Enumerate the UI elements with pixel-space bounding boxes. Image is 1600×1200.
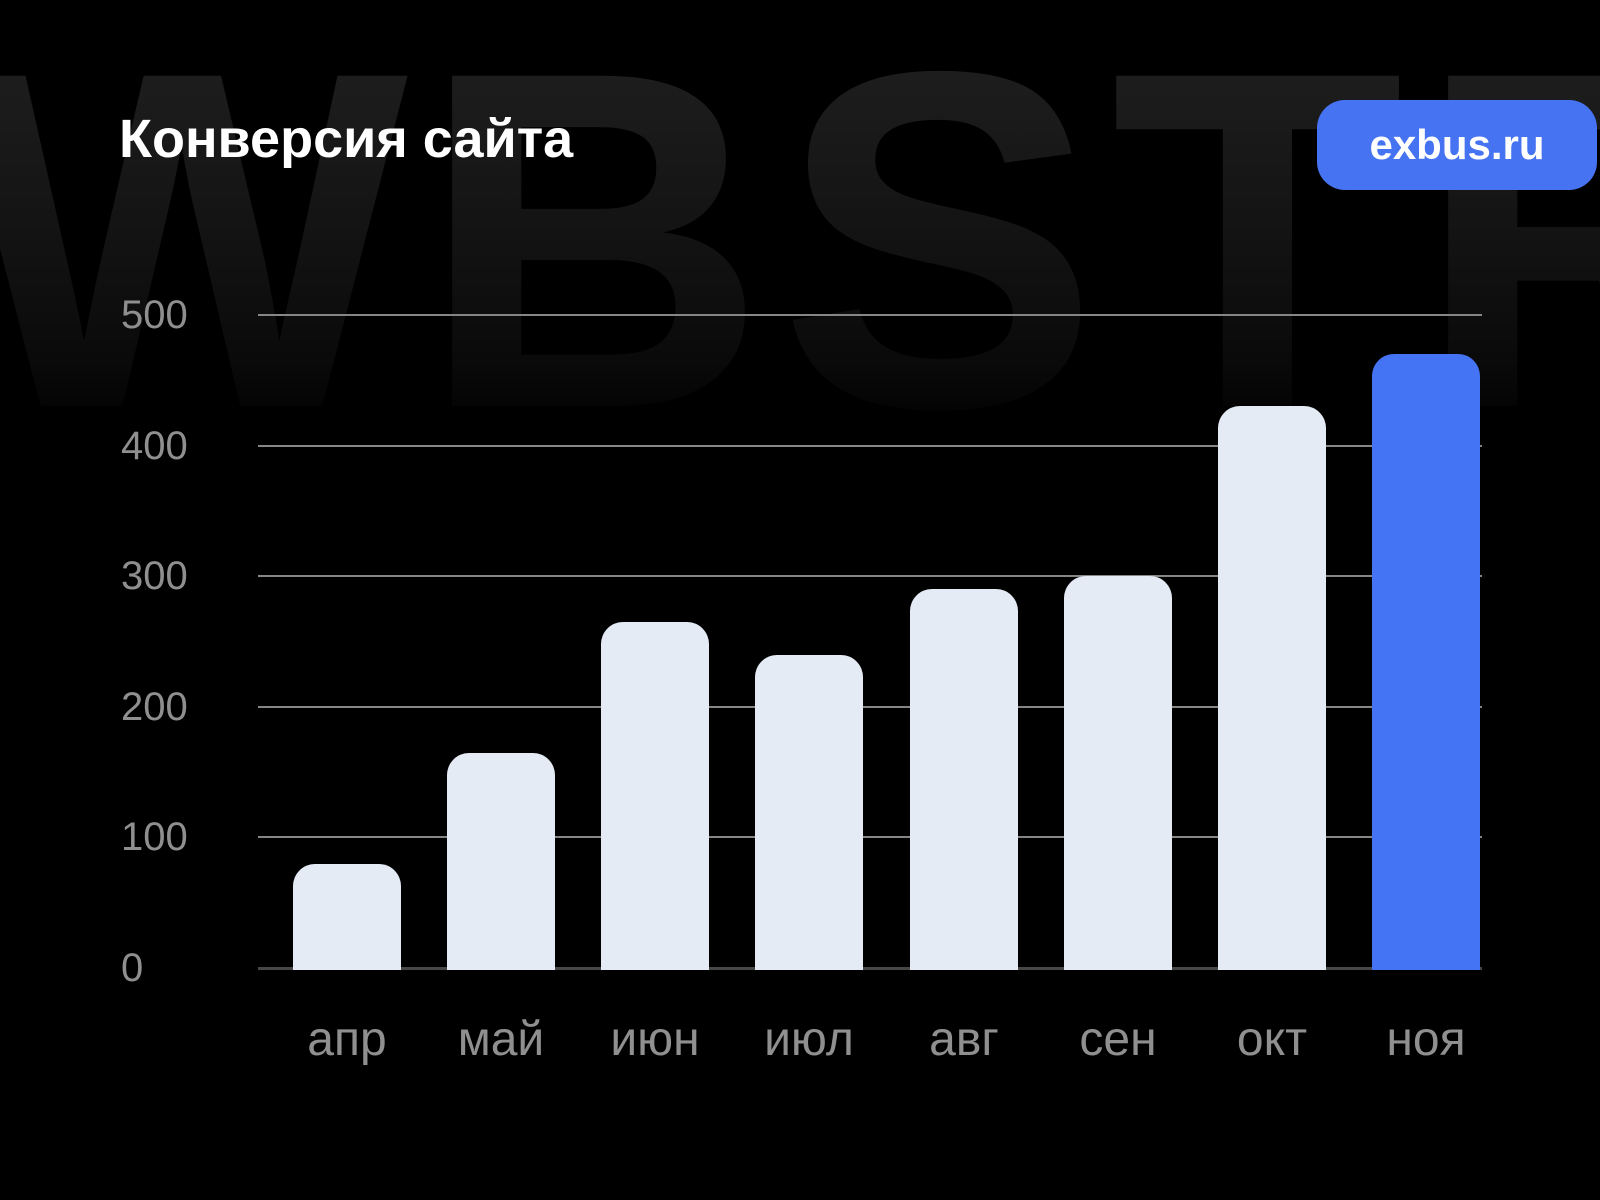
gridline-500 — [258, 314, 1482, 316]
y-tick-label-500: 500 — [121, 293, 188, 337]
x-tick-label-июн: июн — [610, 1013, 700, 1066]
x-tick-label-окт: окт — [1236, 1013, 1308, 1066]
y-tick-label-400: 400 — [121, 424, 188, 468]
y-tick-label-200: 200 — [121, 685, 188, 729]
page-title: Конверсия сайта — [119, 109, 574, 169]
x-tick-label-июл: июл — [764, 1013, 854, 1066]
gridline-300 — [258, 575, 1482, 577]
bar-июн — [601, 622, 709, 970]
bar-авг — [910, 589, 1018, 970]
background-watermark-text: WBSTR — [0, 0, 1600, 480]
bar-апр — [293, 864, 401, 970]
y-tick-label-0: 0 — [121, 946, 144, 990]
bar-ноя — [1372, 354, 1480, 970]
y-tick-label-100: 100 — [121, 815, 188, 859]
x-tick-label-май: май — [457, 1013, 545, 1066]
site-url-label: exbus.ru — [1369, 121, 1545, 168]
gridline-200 — [258, 706, 1482, 708]
bar-сен — [1064, 576, 1172, 970]
x-tick-label-сен: сен — [1079, 1013, 1157, 1066]
x-axis-line — [258, 967, 1482, 970]
gridline-100 — [258, 836, 1482, 838]
site-url-badge[interactable]: exbus.ru — [1317, 100, 1597, 190]
x-tick-label-авг: авг — [929, 1013, 999, 1066]
bar-окт — [1218, 406, 1326, 970]
y-tick-label-300: 300 — [121, 554, 188, 598]
x-tick-label-ноя: ноя — [1386, 1013, 1466, 1066]
x-tick-label-апр: апр — [307, 1013, 387, 1066]
gridline-400 — [258, 445, 1482, 447]
bar-июл — [755, 655, 863, 970]
bar-май — [447, 753, 555, 970]
